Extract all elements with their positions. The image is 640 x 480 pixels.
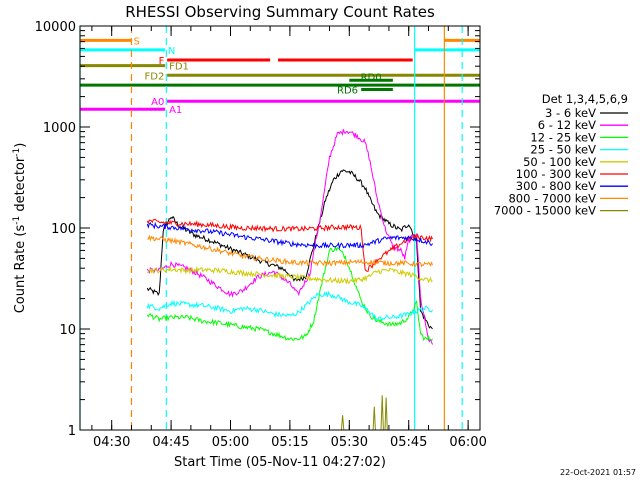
series-line-5 — [146, 218, 433, 272]
flag-label-s: S — [133, 36, 139, 47]
x-tick-label: 04:30 — [93, 435, 130, 450]
flag-label-rd6: RD6 — [337, 86, 358, 97]
y-tick-label: 1 — [68, 424, 76, 439]
legend-label: 300 - 800 keV — [516, 179, 596, 193]
legend-label: 25 - 50 keV — [530, 143, 596, 157]
series-line-8 — [340, 395, 388, 430]
y-axis-label-end: ) — [13, 143, 28, 148]
y-axis-label-mid: detector — [13, 156, 28, 216]
flag-label-fd2: FD2 — [145, 71, 165, 82]
legend-label: 100 - 300 keV — [516, 167, 596, 181]
timestamp: 22-Oct-2021 01:57 — [560, 468, 636, 477]
y-tick-label: 10000 — [35, 20, 76, 35]
x-tick-label: 05:45 — [390, 435, 427, 450]
x-tick-label: 05:00 — [212, 435, 249, 450]
series-line-2 — [146, 245, 433, 342]
y-tick-label: 1000 — [43, 121, 76, 136]
x-tick-label: 05:30 — [331, 435, 368, 450]
legend-label: 800 - 7000 keV — [508, 191, 596, 205]
legend-label: 3 - 6 keV — [545, 106, 596, 120]
y-axis-label: Count Rate (s-1 detector-1) — [12, 143, 28, 314]
flag-label-a0: A0 — [151, 97, 164, 108]
x-tick-label: 04:45 — [152, 435, 189, 450]
legend-label: 50 - 100 keV — [523, 155, 596, 169]
series-line-1 — [146, 129, 433, 345]
y-axis-label-exp1: -1 — [12, 216, 22, 225]
flag-label-rd0: RD0 — [361, 72, 382, 83]
x-tick-label: 06:00 — [449, 435, 486, 450]
y-tick-label: 100 — [51, 222, 76, 237]
legend-label: 7000 - 15000 keV — [494, 204, 596, 218]
flag-label-f: F — [159, 56, 165, 67]
x-tick-label: 05:15 — [271, 435, 308, 450]
legend-label: 6 - 12 keV — [538, 118, 596, 132]
series-line-6 — [146, 221, 433, 250]
y-axis: 1 10 100 1000 10000 — [35, 20, 480, 439]
flag-label-fd1: FD1 — [169, 62, 189, 73]
x-axis-label: Start Time (05-Nov-11 04:27:02) — [174, 455, 386, 470]
flag-label-n: N — [168, 46, 175, 57]
chart-title: RHESSI Observing Summary Count Rates — [125, 3, 435, 21]
x-axis: 04:30 04:45 05:00 05:15 05:30 05:45 06:00 — [91, 26, 487, 450]
flag-label-a1: A1 — [169, 105, 182, 116]
y-axis-label-exp2: -1 — [12, 148, 22, 157]
legend-label: 12 - 25 keV — [530, 130, 596, 144]
series-line-7 — [147, 234, 433, 268]
y-tick-label: 10 — [59, 323, 76, 338]
legend-title: Det 1,3,4,5,6,9 — [542, 92, 628, 106]
series-line-3 — [146, 290, 433, 322]
y-axis-label-main: Count Rate (s — [13, 225, 28, 314]
series-line-4 — [147, 265, 433, 285]
count-rate-series — [146, 129, 433, 430]
